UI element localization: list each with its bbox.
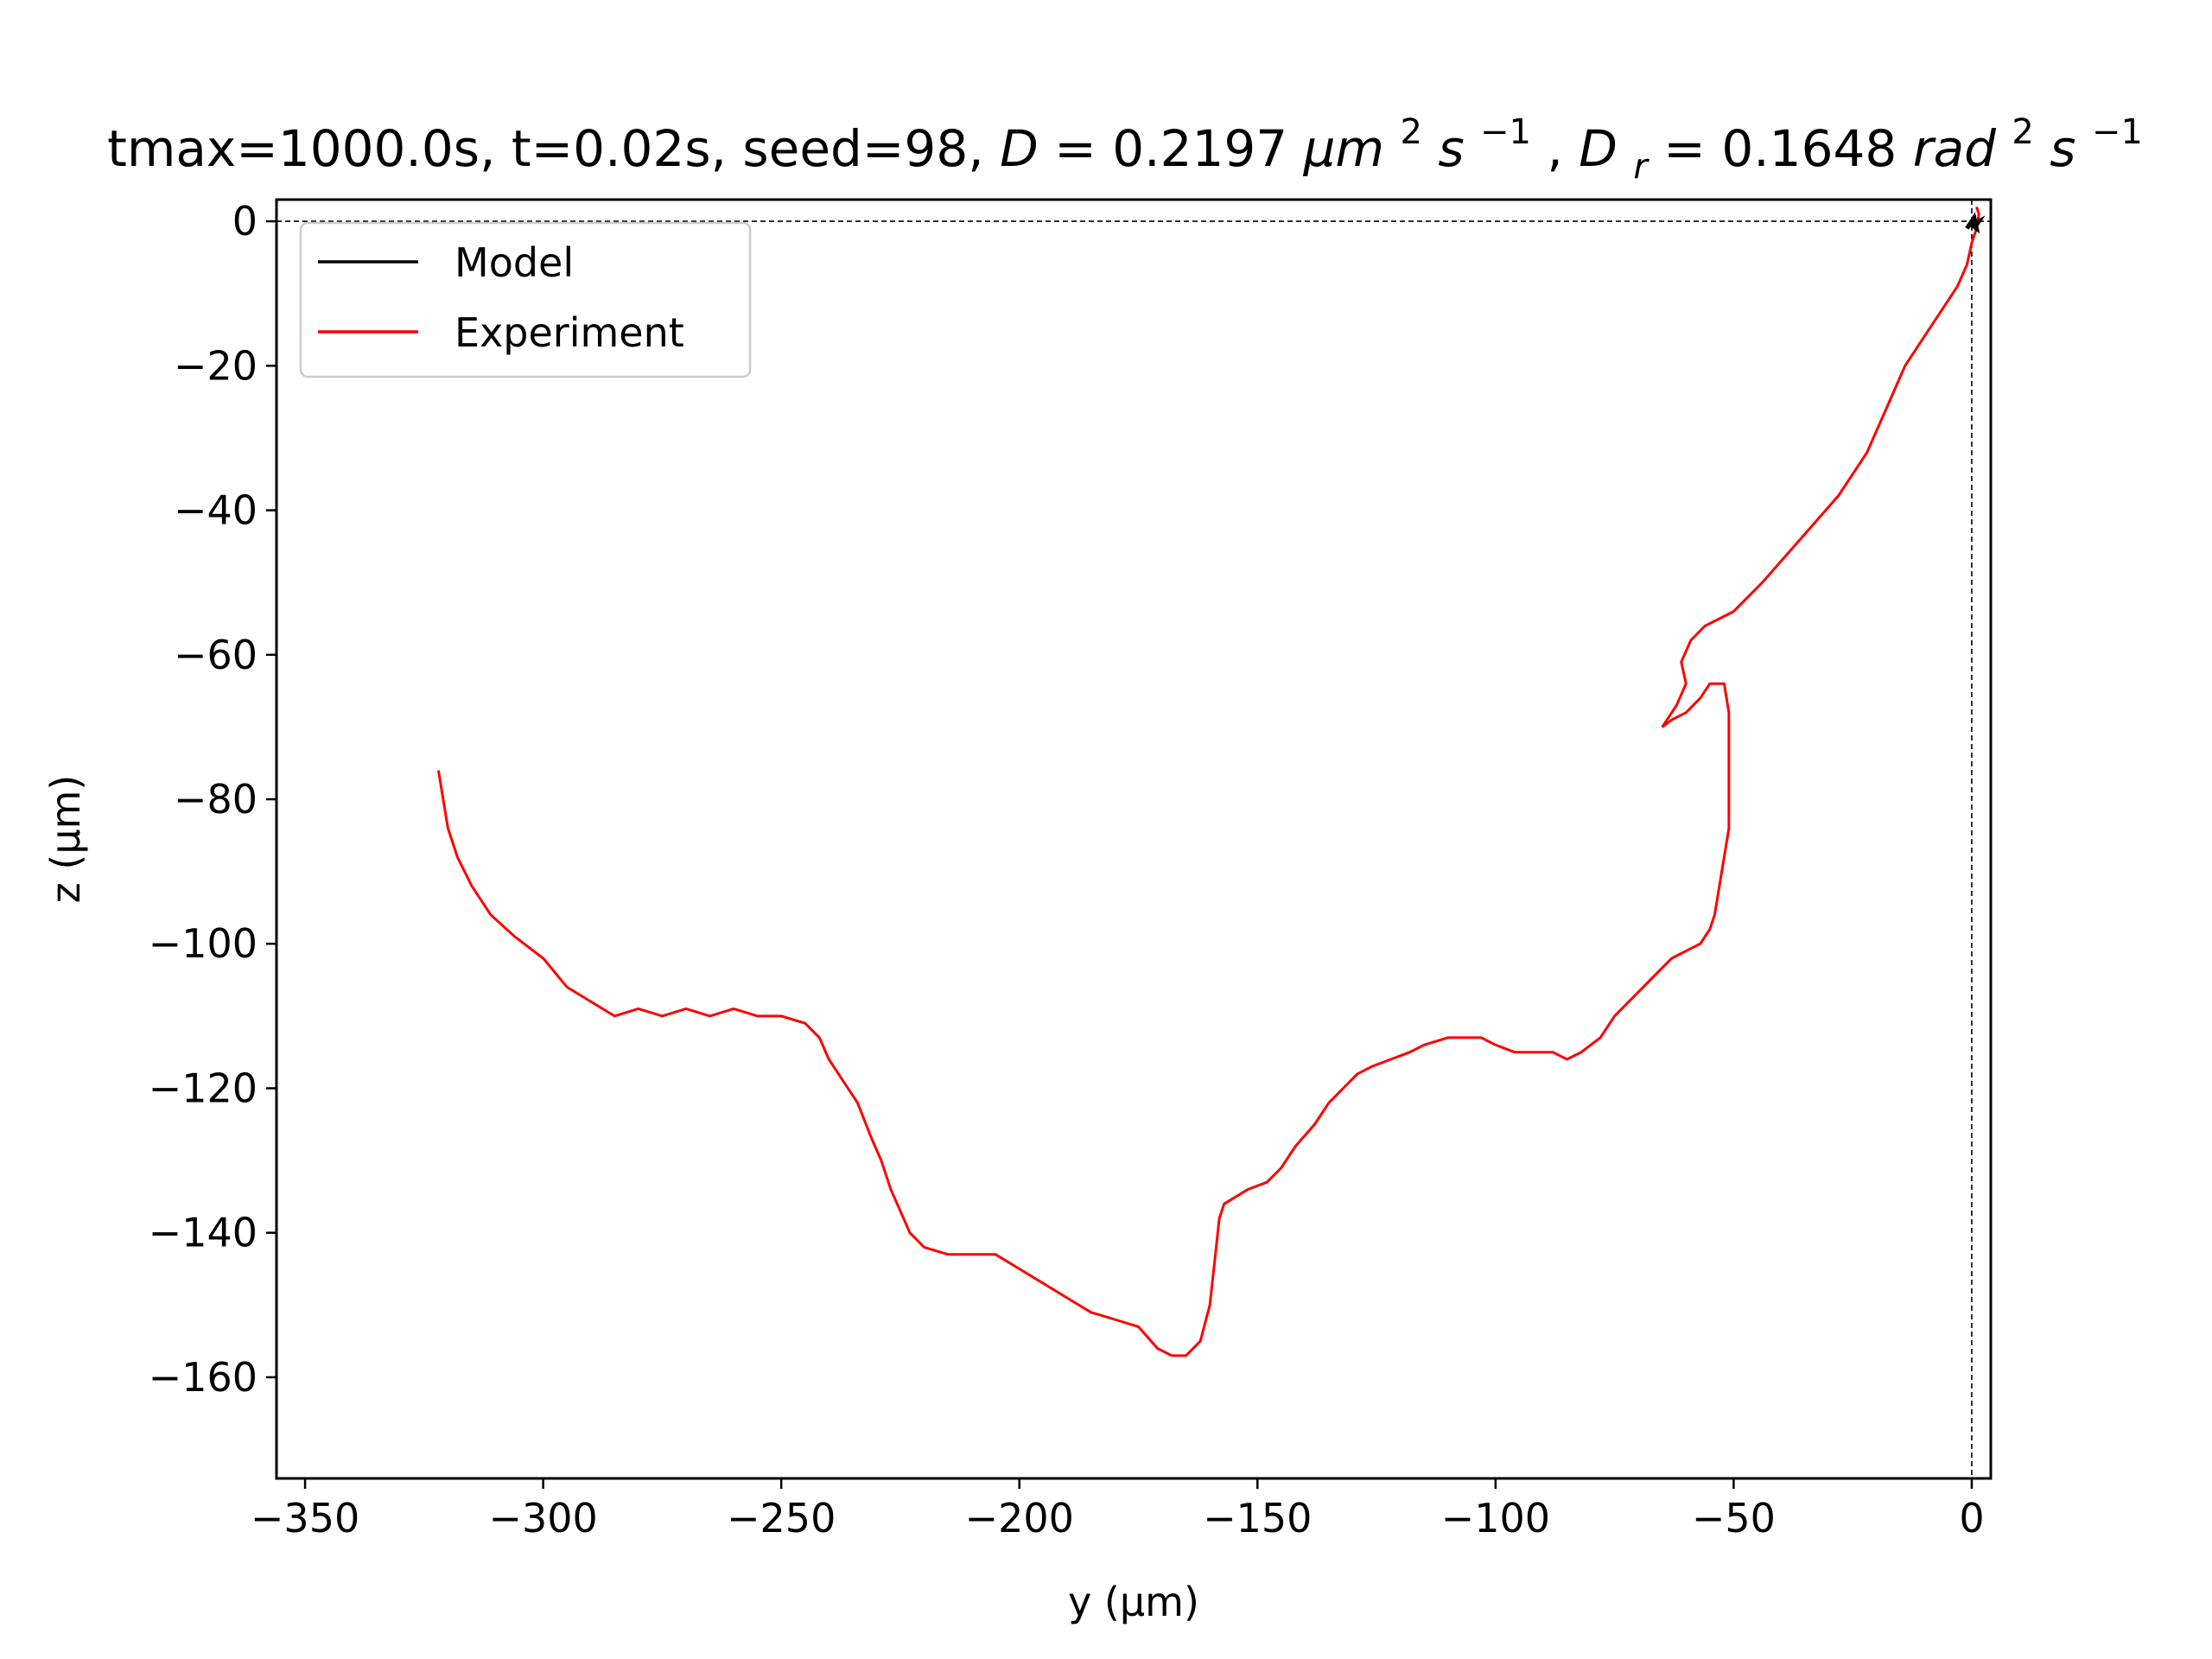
title-D-unit: μm [1303,119,1384,178]
reference-lines [276,200,1991,1478]
title-Dr-unit-s: s [2050,119,2075,178]
title-D-symbol: D [1000,119,1039,178]
x-tick-label: −50 [1692,1495,1776,1541]
series-line-experiment [436,206,1980,1357]
x-tick-label: −250 [727,1495,836,1541]
x-tick-label: −350 [251,1495,359,1541]
x-tick-label: −100 [1441,1495,1550,1541]
y-tick-label: −40 [174,487,257,534]
y-tick-label: −120 [149,1065,257,1111]
y-axis-label: z (μm) [42,775,89,904]
title-Dr-unit-exp1: 2 [2012,112,2033,152]
plot-frame [275,198,1993,1480]
legend: Model Experiment [299,221,752,378]
y-axis: 0 −20 −40 −60 −80 −100 −120 −140 −160 [149,198,276,1401]
y-tick-label: −140 [149,1210,257,1256]
title-Dr-unit-exp2: −1 [2092,112,2143,152]
y-tick-label: −60 [174,632,257,678]
y-tick-label: −160 [149,1354,257,1401]
series-line-model [1965,212,1986,234]
title-Dr-value: = 0.1648 [1663,119,1897,178]
title-D-unit-exp2: −1 [1480,112,1531,152]
y-tick-label: −80 [174,776,257,823]
title-D-unit-s: s [1438,119,1464,178]
chart-title: tmax=1000.0s, t=0.02s, seed=98, D = 0.21… [107,112,2143,187]
title-D-unit-exp1: 2 [1400,112,1421,152]
x-tick-label: −300 [488,1495,597,1541]
y-tick-label: −20 [174,342,257,389]
y-tick-label: −100 [149,920,257,967]
title-Dr-symbol: D [1579,119,1618,178]
x-tick-label: −150 [1203,1495,1312,1541]
x-axis: −350 −300 −250 −200 −150 −100 −50 0 [251,1478,1985,1541]
legend-label-model: Model [454,239,574,286]
series-layer [436,206,1986,1357]
x-axis-label: y (μm) [1068,1579,1199,1625]
title-D-value: = 0.2197 [1054,119,1287,178]
legend-label-experiment: Experiment [454,309,684,356]
title-Dr-unit: rad [1913,119,1997,178]
y-tick-label: 0 [232,198,257,245]
x-tick-label: −200 [965,1495,1074,1541]
title-Dr-subscript: r [1633,147,1649,187]
title-plain: tmax=1000.0s, t=0.02s, seed=98, [107,119,1000,178]
title-separator: , [1547,119,1579,178]
x-tick-label: 0 [1959,1495,1984,1541]
